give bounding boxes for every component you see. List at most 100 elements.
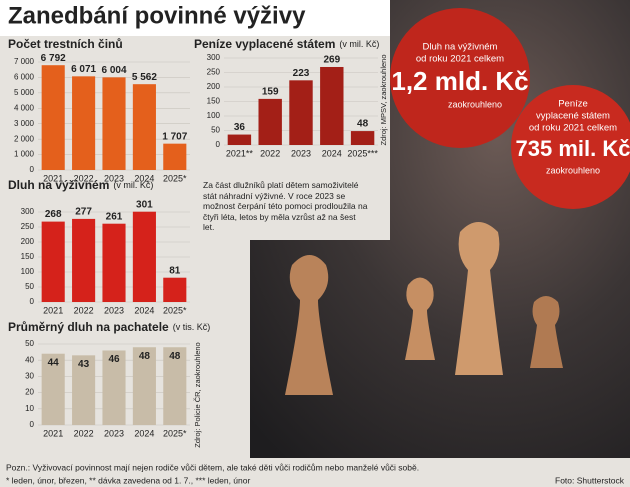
y-tick-label: 3 000 [14,119,35,128]
x-tick-label: 2021 [43,173,63,183]
y-tick-label: 7 000 [14,57,35,66]
value-label: 44 [48,357,60,368]
x-tick-label: 2025* [163,305,187,315]
y-tick-label: 250 [21,222,35,231]
value-label: 48 [139,351,151,362]
y-tick-label: 0 [30,297,35,306]
bar [72,218,96,302]
x-tick-label: 2022 [260,148,280,158]
chart-subtitle: (v mil. Kč) [113,180,153,190]
source-note: Zdroj: Policie ČR, zaokrouhleno [193,342,202,447]
chart-title: Dluh na výživném (v mil. Kč) [8,178,153,192]
bar [72,355,96,425]
x-tick-label: 2024 [134,173,154,183]
callouts: Dluh na výživném od roku 2021 celkem 1,2… [390,8,630,209]
bar [132,347,156,425]
value-label: 6 792 [41,53,66,64]
y-tick-label: 100 [21,267,35,276]
value-label: 223 [293,68,310,79]
y-tick-label: 200 [21,237,35,246]
chart-title: Peníze vyplacené státem (v mil. Kč) [194,37,379,51]
callout-label: vyplacené státem [536,111,610,122]
annotation: Za část dlužníků platí dětem samoživitel… [203,180,368,232]
chart-title-text: Průměrný dluh na pachatele [8,320,169,334]
chart-title: Počet trestních činů [8,37,123,51]
bar [102,77,126,170]
x-tick-label: 2023 [104,173,124,183]
bar [132,211,156,302]
footnotes: * leden, únor, březen, ** dávka zavedena… [6,475,250,485]
y-tick-label: 50 [25,339,34,348]
bar [41,353,65,425]
value-label: 43 [78,359,90,370]
y-tick-label: 20 [25,388,34,397]
bar [163,277,187,302]
x-tick-label: 2021 [43,428,63,438]
bar [350,131,375,145]
source-note: Zdroj: MPSV, zaokrouhleno [379,54,388,145]
y-tick-label: 0 [30,420,35,429]
bar [41,221,65,302]
value-label: 261 [106,211,123,222]
callout-label: Dluh na výživném [423,42,498,53]
callout-note: zaokrouhleno [448,99,502,109]
y-tick-label: 0 [30,165,35,174]
callout-label: od roku 2021 celkem [416,54,504,65]
x-tick-label: 2024 [134,428,154,438]
chart-title-text: Dluh na výživném [8,178,109,192]
y-tick-label: 5 000 [14,88,35,97]
x-tick-label: 2021 [43,305,63,315]
chart: Počet trestních činů 0 1 000 2 000 3 000 4 00… [8,37,190,183]
callout-circle [511,85,630,209]
value-label: 6 071 [71,64,96,75]
x-tick-label: 2022 [74,428,94,438]
value-label: 159 [262,87,279,98]
x-tick-label: 2023 [104,305,124,315]
x-tick-label: 2022 [74,173,94,183]
value-label: 5 562 [132,72,157,83]
value-label: 1 707 [162,131,187,142]
y-tick-label: 50 [25,282,34,291]
y-tick-label: 40 [25,355,34,364]
value-label: 269 [323,55,340,66]
y-tick-label: 0 [216,140,221,149]
bar [163,347,187,425]
x-tick-label: 2025* [163,428,187,438]
y-tick-label: 150 [21,252,35,261]
callout-note: zaokrouhleno [546,165,600,175]
bar [72,76,96,170]
y-tick-label: 200 [207,82,221,91]
value-label: 81 [169,265,181,276]
bar [227,134,252,145]
x-tick-label: 2025*** [347,148,378,158]
bar [102,350,126,425]
bar [258,98,282,145]
x-tick-label: 2022 [74,305,94,315]
bar [132,84,156,170]
annotation-box: Za část dlužníků platí dětem samoživitel… [203,180,368,232]
x-tick-label: 2021** [226,148,254,158]
y-tick-label: 100 [207,111,221,120]
y-tick-label: 250 [207,68,221,77]
chart: Dluh na výživném (v mil. Kč) 0 50 100 150 200 2… [8,178,190,315]
y-tick-label: 10 [25,404,34,413]
y-tick-label: 6 000 [14,73,35,82]
value-label: 301 [136,199,153,210]
x-tick-label: 2024 [322,148,342,158]
bar [289,80,313,145]
figures [285,222,563,395]
y-tick-label: 4 000 [14,103,35,112]
footer-note: Pozn.: Vyživovací povinnost mají nejen r… [6,462,419,472]
y-tick-label: 30 [25,372,34,381]
value-label: 268 [45,209,62,220]
value-label: 277 [75,207,92,218]
page-title: Zanedbání povinné výživy [8,2,306,29]
chart-title-text: Počet trestních činů [8,37,123,51]
y-tick-label: 300 [21,207,35,216]
bar [41,65,65,170]
y-tick-label: 2 000 [14,134,35,143]
bar [102,223,126,302]
chart: Peníze vyplacené státem (v mil. Kč) 0 50 100… [194,37,388,158]
chart-title-text: Peníze vyplacené státem [194,37,335,51]
